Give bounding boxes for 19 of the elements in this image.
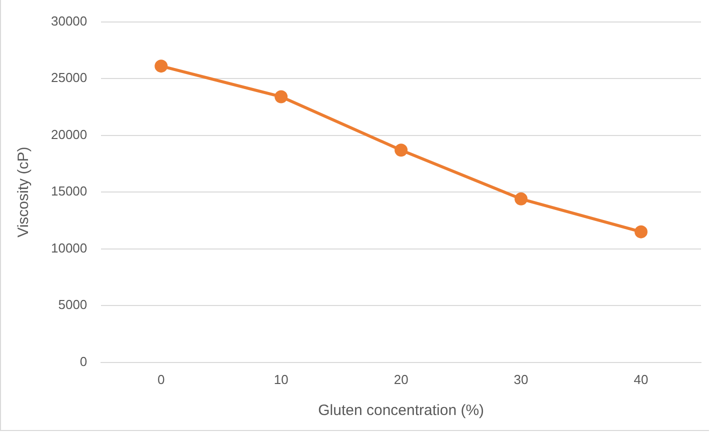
y-axis-title: Viscosity (cP) — [15, 146, 32, 238]
x-axis-title: Gluten concentration (%) — [318, 402, 484, 420]
point — [274, 90, 288, 104]
point — [394, 144, 408, 157]
x-tick-label: 10 — [274, 372, 288, 387]
x-tick-label: 0 — [158, 372, 165, 387]
y-tick-label: 30000 — [50, 13, 88, 28]
y-tick-label: 0 — [80, 354, 88, 369]
y-tick-label: 5000 — [58, 297, 88, 312]
x-tick-label: 20 — [394, 372, 408, 387]
y-tick-label: 25000 — [50, 70, 88, 86]
y-tick-label: 20000 — [50, 126, 88, 142]
x-tick-label: 30 — [514, 372, 528, 387]
x-tick-label: 40 — [634, 372, 648, 387]
y-tick-label: 15000 — [50, 184, 88, 199]
point — [514, 192, 528, 206]
y-tick-label: 10000 — [50, 240, 88, 256]
point — [634, 225, 648, 238]
point — [154, 60, 168, 73]
